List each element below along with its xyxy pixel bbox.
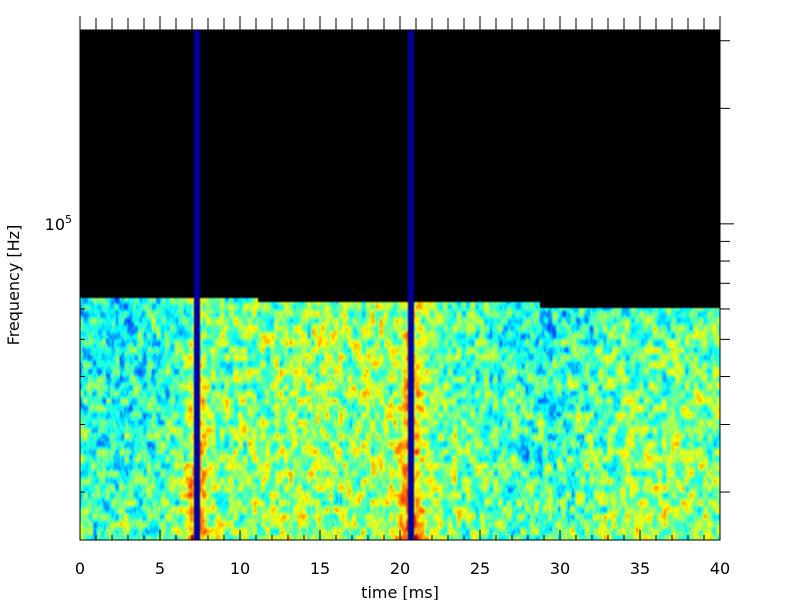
x-tick-label: 35 [630, 559, 650, 578]
y-axis-label: Frequency [Hz] [4, 225, 23, 346]
x-tick-label: 10 [230, 559, 250, 578]
x-tick-label: 5 [155, 559, 165, 578]
x-axis-label: time [ms] [361, 583, 439, 600]
x-tick-label: 40 [710, 559, 730, 578]
x-tick-label: 0 [75, 559, 85, 578]
x-axis: 0 5 10 15 20 25 30 35 40 [75, 16, 730, 578]
plot-area [80, 30, 720, 540]
x-tick-label: 30 [550, 559, 570, 578]
y-tick-label: 105 [45, 213, 72, 234]
x-tick-label: 15 [310, 559, 330, 578]
y-axis: 105 [45, 40, 734, 493]
x-tick-label: 20 [390, 559, 410, 578]
spectrogram-heatmap [80, 30, 720, 540]
x-tick-label: 25 [470, 559, 490, 578]
